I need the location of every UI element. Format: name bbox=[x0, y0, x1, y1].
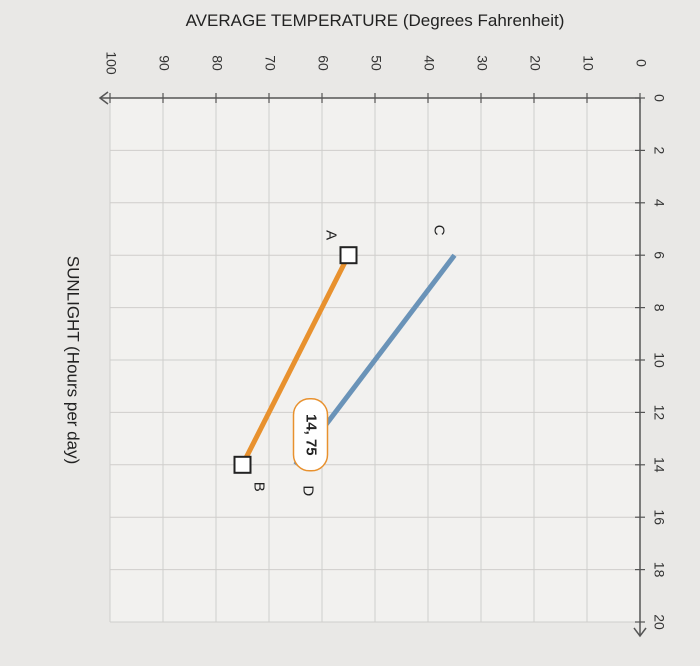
x-tick-label: 10 bbox=[651, 352, 667, 368]
x-tick-label: 20 bbox=[651, 614, 667, 630]
x-tick-label: 18 bbox=[651, 562, 667, 578]
x-tick-label: 4 bbox=[651, 199, 667, 207]
point-label-b: B bbox=[251, 482, 268, 492]
series-0-point-0 bbox=[339, 246, 358, 265]
x-tick-label: 0 bbox=[651, 94, 667, 102]
y-axis-arrowhead bbox=[98, 91, 109, 105]
x-tick-label: 8 bbox=[651, 304, 667, 312]
x-tick-label: 2 bbox=[651, 147, 667, 155]
point-label-c: C bbox=[431, 225, 448, 236]
series-0-line bbox=[240, 254, 351, 466]
x-axis-title: SUNLIGHT (Hours per day) bbox=[64, 256, 83, 464]
y-tick-label: 50 bbox=[368, 55, 384, 71]
y-axis-title: AVERAGE TEMPERATURE (Degrees Fahrenheit) bbox=[186, 11, 565, 30]
y-tick-label: 60 bbox=[315, 55, 331, 71]
annotation-bubble bbox=[292, 398, 329, 472]
y-tick-label: 90 bbox=[156, 55, 172, 71]
y-tick-label: 80 bbox=[209, 55, 225, 71]
y-tick-label: 0 bbox=[633, 59, 649, 67]
y-tick-label: 70 bbox=[262, 55, 278, 71]
series-0-point-1 bbox=[233, 455, 252, 474]
y-tick-label: 20 bbox=[527, 55, 543, 71]
y-tick-label: 100 bbox=[103, 51, 119, 75]
y-tick-label: 10 bbox=[580, 55, 596, 71]
point-label-d: D bbox=[300, 485, 317, 496]
x-tick-label: 6 bbox=[651, 251, 667, 259]
point-label-a: A bbox=[323, 230, 340, 240]
x-axis-arrowhead bbox=[633, 627, 647, 638]
annotation-text: 14, 75 bbox=[303, 414, 320, 456]
x-tick-label: 16 bbox=[651, 509, 667, 525]
y-tick-label: 40 bbox=[421, 55, 437, 71]
y-tick-label: 30 bbox=[474, 55, 490, 71]
x-tick-label: 14 bbox=[651, 457, 667, 473]
chart-root: 0 2 4 6 8 10 12 14 16 18 20 0 10 20 30 40 50 60 70 80 90 100 A… bbox=[64, 11, 667, 638]
x-tick-label: 12 bbox=[651, 405, 667, 421]
